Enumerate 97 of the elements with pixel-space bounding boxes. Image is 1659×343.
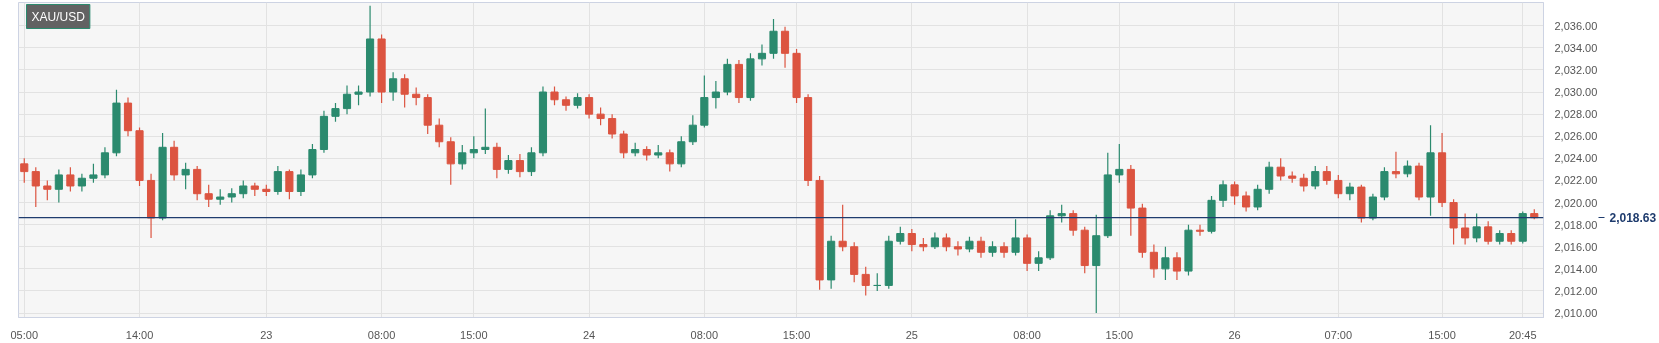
y-tick-label: 2,014.00 [1554, 262, 1598, 275]
candlestick [585, 93, 594, 120]
candlestick [1172, 251, 1182, 281]
candlestick [354, 84, 363, 106]
candlestick [780, 26, 790, 69]
x-tick-label: 25 [905, 328, 918, 341]
candlestick [181, 162, 190, 190]
candlestick [20, 157, 29, 184]
candlestick [665, 148, 674, 173]
candlestick [976, 236, 986, 259]
candlestick [273, 165, 282, 196]
y-tick-label: 2,034.00 [1554, 41, 1598, 54]
candlestick [1242, 190, 1251, 212]
ref-line-label: 2,018.63 [1609, 211, 1657, 226]
x-tick-label: 15:00 [1105, 328, 1134, 341]
candlestick [1195, 224, 1205, 237]
x-tick-label: 23 [260, 328, 273, 341]
candlestick [1368, 193, 1377, 221]
candlestick [100, 146, 110, 179]
candlestick [688, 114, 697, 146]
y-tick-label: 2,024.00 [1554, 152, 1598, 165]
candlestick [458, 144, 467, 170]
x-tick-label: 08:00 [367, 328, 396, 341]
text: XAU/USD [31, 9, 86, 24]
x-tick-label: 26 [1228, 328, 1241, 341]
candlestick [285, 168, 294, 200]
candlestick [446, 136, 455, 186]
x-tick-label: 07:00 [1324, 328, 1353, 341]
x-tick-label: 14:00 [125, 328, 154, 341]
candlestick [677, 135, 686, 168]
x-tick-label: 15:00 [460, 328, 488, 341]
candlestick [1218, 179, 1228, 208]
candlestick [1484, 220, 1493, 246]
x-tick-label: 15:00 [782, 328, 811, 341]
y-tick-label: 2,026.00 [1554, 130, 1598, 143]
candlestick [1230, 180, 1239, 206]
y-tick-label: 2,020.00 [1554, 196, 1598, 209]
candlestick [1265, 161, 1274, 195]
candlestick [619, 130, 628, 159]
candlestick [1461, 213, 1470, 246]
candlestick [469, 135, 478, 159]
x-tick-label: 20:45 [1508, 328, 1537, 341]
y-tick-label: 2,032.00 [1554, 63, 1598, 76]
y-tick-label: 2,022.00 [1554, 174, 1598, 187]
candlestick [608, 113, 617, 140]
candlestick [1253, 184, 1262, 211]
candlestick [504, 154, 513, 175]
candlestick [43, 179, 52, 201]
candlestick [1391, 151, 1401, 179]
candlestick [1334, 174, 1343, 199]
x-tick-label: 08:00 [690, 328, 719, 341]
x-tick-label: 05:00 [10, 328, 39, 341]
candlestick [331, 102, 340, 123]
candlestick [492, 142, 501, 179]
candlestick [342, 84, 352, 115]
y-tick-label: 2,036.00 [1554, 19, 1598, 32]
candlestick [435, 117, 444, 148]
candlestick [1034, 250, 1043, 272]
x-tick-label: 08:00 [1013, 328, 1041, 341]
candlestick [1276, 157, 1285, 182]
candlestick [1161, 246, 1170, 281]
candlestick [1472, 213, 1481, 243]
candlestick [953, 240, 963, 257]
candlestick [550, 85, 559, 106]
candlestick [861, 266, 870, 296]
candlestick [1311, 165, 1320, 190]
candlestick [400, 73, 409, 109]
candlestick [769, 18, 778, 60]
y-tick-label: 2,028.00 [1554, 108, 1598, 121]
candlestick [389, 71, 398, 102]
candlestick [54, 168, 63, 204]
candlestick [296, 168, 305, 197]
candlestick [66, 166, 75, 193]
candlestick [1069, 209, 1078, 237]
y-tick-label: 2,018.00 [1554, 218, 1598, 231]
candlestick [1149, 243, 1158, 279]
candlestick [838, 204, 847, 252]
candlestick [757, 43, 767, 67]
candlestick [1115, 143, 1124, 184]
candlestick [711, 80, 720, 110]
y-tick-label: 2,030.00 [1554, 86, 1598, 99]
candlestick [1322, 165, 1331, 186]
candlestick [515, 153, 524, 178]
x-tick-label: 24 [582, 328, 596, 341]
candlestick [999, 241, 1009, 259]
candlestick [561, 95, 571, 112]
candlestick [31, 166, 40, 208]
x-tick-label: 15:00 [1428, 328, 1456, 341]
candlestick [204, 184, 213, 208]
y-tick-label: 2,016.00 [1554, 240, 1598, 253]
y-tick-label: 2,012.00 [1554, 284, 1598, 297]
candlestick [527, 146, 536, 177]
candlestick [89, 163, 98, 184]
candlestick [907, 228, 916, 252]
y-tick-label: 2,010.00 [1554, 307, 1598, 320]
candlestick [1011, 218, 1020, 257]
candlestick [481, 108, 490, 155]
